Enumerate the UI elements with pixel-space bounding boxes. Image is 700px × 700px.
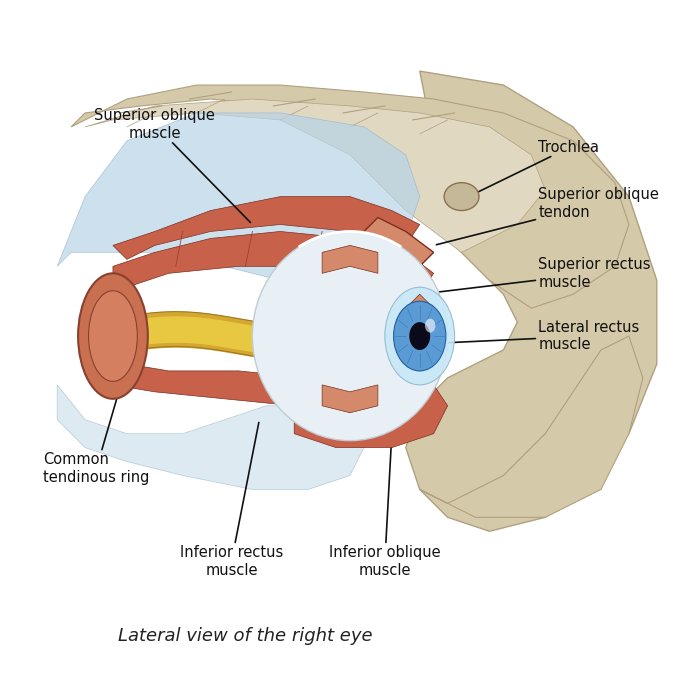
Polygon shape xyxy=(322,246,378,273)
Ellipse shape xyxy=(444,183,479,211)
Polygon shape xyxy=(113,197,420,260)
Ellipse shape xyxy=(78,273,148,399)
Text: Inferior oblique
muscle: Inferior oblique muscle xyxy=(329,436,441,578)
Text: Lateral rectus
muscle: Lateral rectus muscle xyxy=(443,320,640,352)
Polygon shape xyxy=(392,308,447,371)
Text: Inferior rectus
muscle: Inferior rectus muscle xyxy=(180,422,283,578)
Ellipse shape xyxy=(88,290,137,382)
Polygon shape xyxy=(294,385,447,447)
Ellipse shape xyxy=(425,318,435,332)
Ellipse shape xyxy=(410,322,430,350)
Ellipse shape xyxy=(393,301,446,371)
Polygon shape xyxy=(85,99,545,253)
Polygon shape xyxy=(113,232,434,294)
Text: Superior rectus
muscle: Superior rectus muscle xyxy=(423,257,651,294)
Polygon shape xyxy=(420,336,643,517)
Polygon shape xyxy=(57,113,420,280)
Polygon shape xyxy=(364,218,434,266)
Text: Superior oblique
tendon: Superior oblique tendon xyxy=(436,188,659,245)
Text: Lateral view of the right eye: Lateral view of the right eye xyxy=(118,627,372,645)
Ellipse shape xyxy=(385,287,454,385)
Polygon shape xyxy=(71,85,629,308)
Text: Common
tendinous ring: Common tendinous ring xyxy=(43,367,150,484)
Polygon shape xyxy=(322,385,378,413)
Ellipse shape xyxy=(253,232,447,440)
Polygon shape xyxy=(113,364,434,406)
Polygon shape xyxy=(57,385,364,489)
Text: Superior oblique
muscle: Superior oblique muscle xyxy=(94,108,251,223)
Polygon shape xyxy=(406,71,657,531)
Polygon shape xyxy=(406,294,434,371)
Text: Trochlea: Trochlea xyxy=(471,140,599,195)
